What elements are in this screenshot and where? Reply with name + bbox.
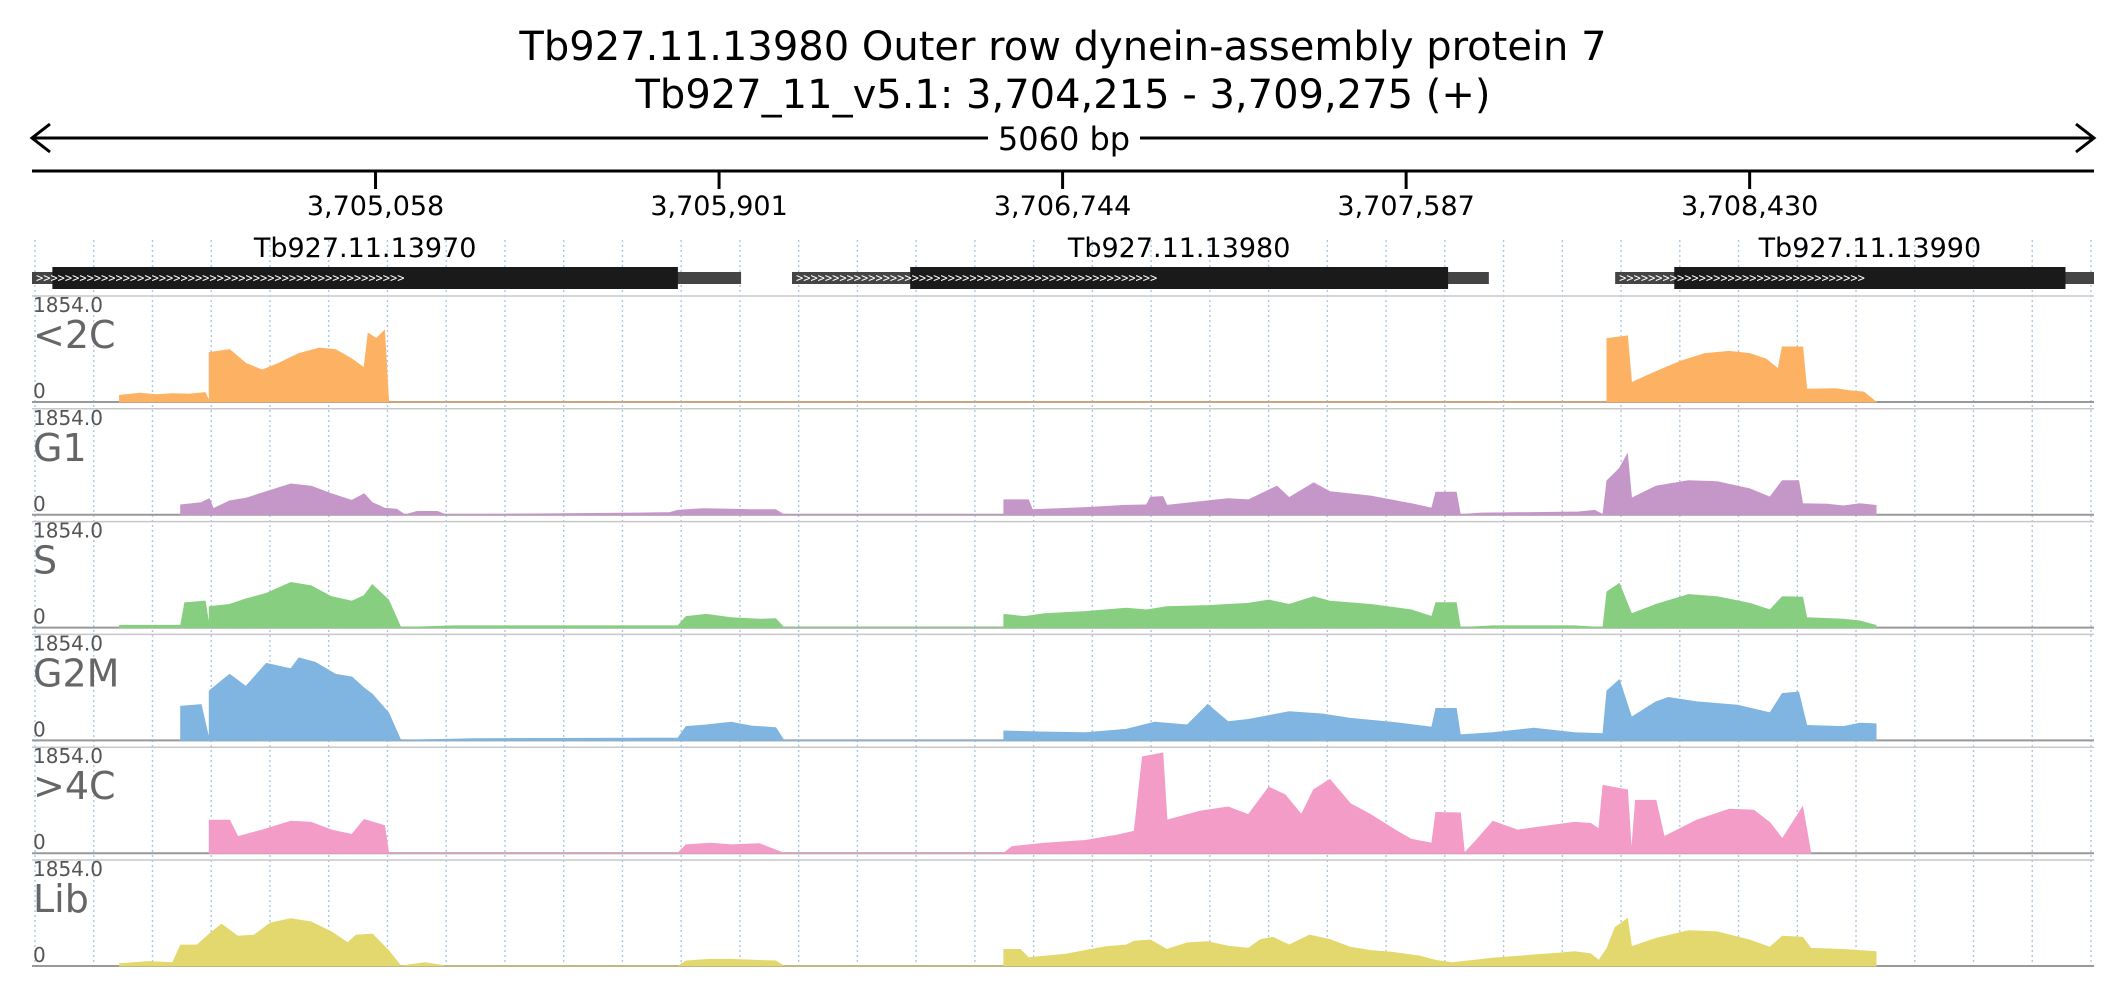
ymax-label-2: 1854.0 [33,519,103,543]
ymin-label-4: 0 [33,830,46,854]
gene-label-1: Tb927.11.13980 [1067,233,1291,264]
ymin-label-5: 0 [33,943,46,967]
gene-strand-arrows-2: >>>>>>>>>>>>>>>>>>>>>>>>>>>>>>>>>> [1619,271,1865,285]
figure-title: Tb927.11.13980 Outer row dynein-assembly… [518,24,1606,70]
gene-strand-arrows-1: >>>>>>>>>>>>>>>>>>>>>>>>>>>>>>>>>>>>>>>>… [796,271,1157,285]
track-2: 1854.0 0 S [32,519,2094,629]
track-5: 1854.0 0 Lib [32,857,2094,967]
track-label-0: <2C [33,313,116,357]
gene-label-0: Tb927.11.13970 [253,233,477,264]
ruler-tick-label-4: 3,708,430 [1681,191,1818,222]
span-arrow-left-head [29,122,51,154]
ymin-label-3: 0 [33,717,46,741]
track-label-3: G2M [33,651,119,695]
ruler-ticks: 3,705,058 3,705,901 3,706,744 3,707,587 3,70… [307,171,1818,222]
coverage-area-0 [119,329,1878,403]
ruler-tick-label-2: 3,706,744 [994,191,1131,222]
gene-label-2: Tb927.11.13990 [1758,233,1982,264]
track-label-5: Lib [33,877,89,921]
ymin-label-2: 0 [33,605,46,629]
gene-track: >>>>>>>>>>>>>>>>>>>>>>>>>>>>>>>>>>>>>>>>… [32,233,2094,289]
ruler-tick-label-1: 3,705,901 [650,191,787,222]
span-arrow-right-head [2075,122,2097,154]
ymin-label-1: 0 [33,492,46,516]
coverage-area-1 [180,452,1877,516]
ymin-label-0: 0 [33,379,46,403]
ruler-tick-label-0: 3,705,058 [307,191,444,222]
ruler-tick-label-3: 3,707,587 [1337,191,1474,222]
track-1: 1854.0 0 G1 [32,406,2094,516]
ymax-label-1: 1854.0 [33,406,103,430]
coverage-area-5 [119,917,1877,967]
ymax-label-0: 1854.0 [33,293,103,317]
coverage-tracks: 1854.00<2C1854.00G11854.00S1854.00G2M185… [32,293,2094,967]
gene-0: >>>>>>>>>>>>>>>>>>>>>>>>>>>>>>>>>>>>>>>>… [32,233,742,289]
gene-1: >>>>>>>>>>>>>>>>>>>>>>>>>>>>>>>>>>>>>>>>… [792,233,1489,289]
gene-strand-arrows-0: >>>>>>>>>>>>>>>>>>>>>>>>>>>>>>>>>>>>>>>>… [36,271,404,285]
gene-2: >>>>>>>>>>>>>>>>>>>>>>>>>>>>>>>>>> Tb927.… [1615,233,2094,289]
ymax-label-3: 1854.0 [33,631,103,655]
gene-cds-2 [1674,267,2066,289]
track-label-4: >4C [33,764,116,808]
track-3: 1854.0 0 G2M [32,631,2094,742]
figure-subtitle: Tb927_11_v5.1: 3,704,215 - 3,709,275 (+) [635,72,1491,118]
span-label: 5060 bp [998,120,1130,158]
coverage-area-2 [119,581,1877,629]
track-4: 1854.0 0 >4C [32,744,2094,855]
span-arrow: 5060 bp [29,120,2097,158]
gene-cds-1 [910,267,1449,289]
gene-cds-0 [52,267,678,289]
ymax-label-5: 1854.0 [33,857,103,881]
coverage-area-3 [180,657,1877,741]
ymax-label-4: 1854.0 [33,744,103,768]
coverage-area-4 [208,752,1812,855]
track-label-1: G1 [33,426,87,470]
track-label-2: S [33,539,57,583]
track-0: 1854.0 0 <2C [32,293,2094,403]
